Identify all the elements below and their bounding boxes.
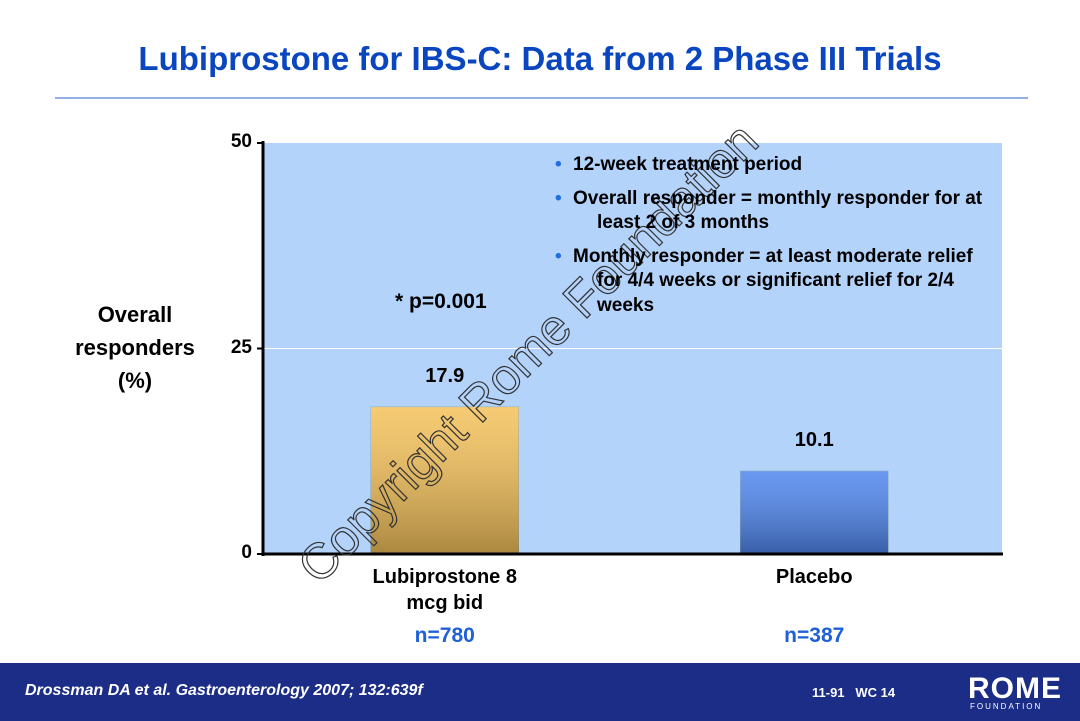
logo: ROME (968, 672, 1062, 705)
y-tick-label: 0 (241, 542, 252, 563)
note: Overall responder = monthly responder fo… (555, 187, 995, 236)
sample-size: n=780 (414, 624, 475, 647)
y-tick-label: 25 (230, 336, 252, 358)
x-tick-label: Placebo (775, 566, 853, 588)
x-tick-label: Lubiprostone 8 mcg bid (372, 566, 517, 614)
annotation: * p=0.001 (395, 290, 487, 313)
bar-shade (370, 406, 519, 554)
footer: Drossman DA et al. Gastroenterology 2007… (0, 663, 1080, 721)
citation: Drossman DA et al. Gastroenterology 2007… (25, 682, 423, 699)
note: 12-week treatment period (555, 153, 995, 178)
notes: 12-week treatment period Overall respond… (555, 153, 995, 327)
sample-size: n=387 (784, 624, 845, 647)
y-axis-label: Overall responders (%) (75, 302, 195, 393)
value-label: 17.9 (425, 364, 465, 387)
value-label: 10.1 (794, 428, 834, 451)
slide-title: Lubiprostone for IBS-C: Data from 2 Phas… (138, 40, 942, 77)
bar-shade (740, 470, 889, 554)
y-tick-label: 50 (230, 131, 252, 152)
logo-subtitle: FOUNDATION (970, 702, 1043, 711)
slide-code: 11-91 WC 14 (812, 685, 896, 700)
note: Monthly responder = at least moderate re… (555, 245, 995, 319)
